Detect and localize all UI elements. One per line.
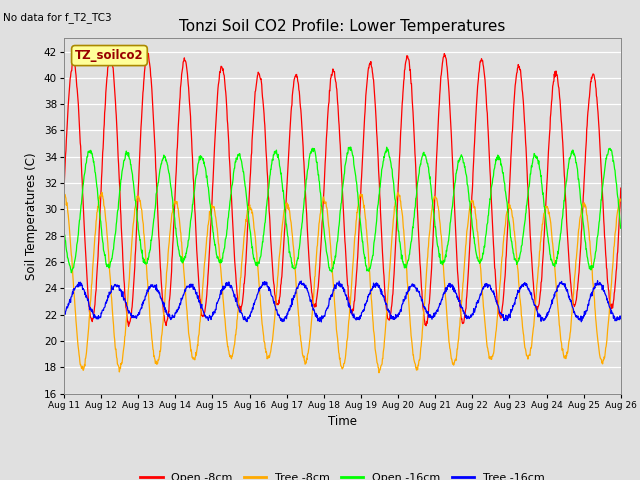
Text: No data for f_T2_TC3: No data for f_T2_TC3	[3, 12, 112, 23]
Text: TZ_soilco2: TZ_soilco2	[75, 49, 144, 62]
Legend: Open -8cm, Tree -8cm, Open -16cm, Tree -16cm: Open -8cm, Tree -8cm, Open -16cm, Tree -…	[136, 468, 549, 480]
X-axis label: Time: Time	[328, 415, 357, 428]
Y-axis label: Soil Temperatures (C): Soil Temperatures (C)	[25, 152, 38, 280]
Title: Tonzi Soil CO2 Profile: Lower Temperatures: Tonzi Soil CO2 Profile: Lower Temperatur…	[179, 20, 506, 35]
